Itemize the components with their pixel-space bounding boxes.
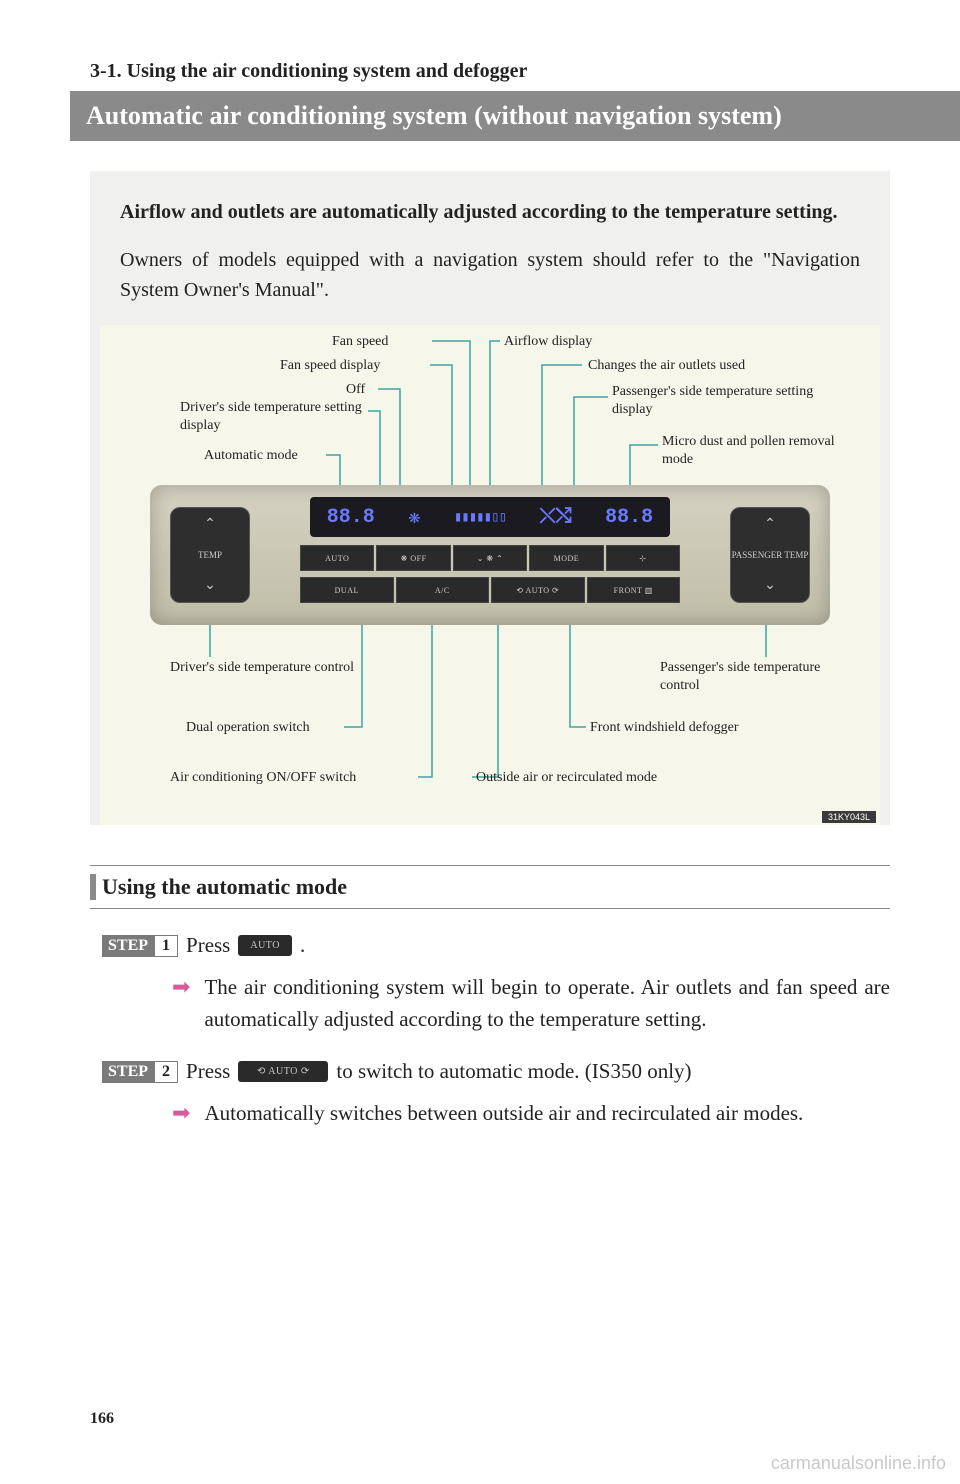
passenger-temp-control: ⌃ PASSENGER TEMP ⌄ — [730, 507, 810, 603]
callout-label: Micro dust and pollen removal mode — [662, 433, 842, 468]
arrow-icon: ➡ — [172, 972, 190, 1035]
callout-label: Fan speed — [332, 333, 432, 351]
inline-button-icon: AUTO — [238, 935, 292, 956]
button-row-top: AUTO❋ OFF⌄ ❋ ⌃MODE⊹ — [300, 545, 680, 571]
callout-label: Passenger's side temperature setting dis… — [612, 383, 832, 418]
callout-label: Outside air or recirculated mode — [476, 769, 726, 787]
steps-list: STEP1PressAUTO.➡The air conditioning sys… — [90, 933, 890, 1130]
page-number: 166 — [90, 1410, 114, 1428]
page-title: Automatic air conditioning system (witho… — [70, 91, 960, 141]
callout-label: Automatic mode — [204, 447, 344, 465]
callout-label: Passenger's side temperature control — [660, 659, 840, 694]
ac-diagram: 88.8 ❋ ▮▮▮▮▮▯▯ ⤬⤭ 88.8 ⌃ TEMP ⌄ ⌃ PASSEN… — [100, 325, 880, 825]
intro-note: Owners of models equipped with a navigat… — [120, 245, 860, 305]
panel-button: AUTO — [300, 545, 374, 571]
step-badge: STEP2 — [102, 1061, 178, 1083]
panel-button: ⌄ ❋ ⌃ — [453, 545, 527, 571]
step-prefix: Press — [186, 1059, 230, 1084]
panel-button: FRONT ▥ — [587, 577, 681, 603]
inline-button-icon: ⟲ AUTO ⟳ — [238, 1061, 328, 1082]
callout-label: Off — [346, 381, 386, 399]
lcd-airflow-icon: ⤬⤭ — [540, 505, 572, 529]
driver-temp-control: ⌃ TEMP ⌄ — [170, 507, 250, 603]
intro-bold: Airflow and outlets are automatically ad… — [120, 197, 860, 227]
step-line: STEP1 Press AUTO. — [102, 933, 890, 958]
arrow-icon: ➡ — [172, 1098, 190, 1130]
lcd-right-temp: 88.8 — [605, 506, 653, 529]
step-suffix: to switch to automatic mode. (IS350 only… — [336, 1059, 691, 1084]
section-label: 3-1. Using the air conditioning system a… — [90, 60, 890, 83]
callout-label: Fan speed display — [280, 357, 430, 375]
panel-button: DUAL — [300, 577, 394, 603]
callout-label: Airflow display — [504, 333, 634, 351]
callout-label: Air conditioning ON/OFF switch — [170, 769, 420, 787]
watermark: carmanualsonline.info — [771, 1453, 946, 1474]
callout-label: Front windshield defogger — [590, 719, 790, 737]
subheading: Using the automatic mode — [90, 865, 890, 909]
callout-label: Driver's side temperature control — [170, 659, 360, 677]
content-box: Airflow and outlets are automatically ad… — [90, 171, 890, 825]
panel-button: ⟲ AUTO ⟳ — [491, 577, 585, 603]
callout-label: Dual operation switch — [186, 719, 376, 737]
image-id-badge: 31KY043L — [822, 811, 876, 823]
chevron-down-icon: ⌄ — [764, 577, 776, 594]
callout-label: Changes the air outlets used — [588, 357, 808, 375]
ac-panel: 88.8 ❋ ▮▮▮▮▮▯▯ ⤬⤭ 88.8 ⌃ TEMP ⌄ ⌃ PASSEN… — [150, 485, 830, 625]
step-result-text: The air conditioning system will begin t… — [204, 972, 890, 1035]
button-row-bottom: DUALA/C⟲ AUTO ⟳FRONT ▥ — [300, 577, 680, 603]
temp-label-right: PASSENGER TEMP — [732, 550, 809, 560]
lcd-display: 88.8 ❋ ▮▮▮▮▮▯▯ ⤬⤭ 88.8 — [310, 497, 670, 537]
step-result-text: Automatically switches between outside a… — [204, 1098, 803, 1130]
chevron-down-icon: ⌄ — [204, 577, 216, 594]
panel-button: ⊹ — [606, 545, 680, 571]
panel-button: MODE — [529, 545, 603, 571]
step-result: ➡ Automatically switches between outside … — [172, 1098, 890, 1130]
step-suffix: . — [300, 933, 305, 958]
panel-button: A/C — [396, 577, 490, 603]
step-result: ➡The air conditioning system will begin … — [172, 972, 890, 1035]
chevron-up-icon: ⌃ — [764, 516, 776, 533]
step-badge: STEP1 — [102, 935, 178, 957]
callout-label: Driver's side temperature setting displa… — [180, 399, 370, 434]
step-line: STEP2 Press ⟲ AUTO ⟳ to switch to automati… — [102, 1059, 890, 1084]
lcd-bars: ▮▮▮▮▮▯▯ — [454, 509, 506, 526]
lcd-fan-icon: ❋ — [408, 504, 420, 530]
chevron-up-icon: ⌃ — [204, 516, 216, 533]
lcd-left-temp: 88.8 — [327, 506, 375, 529]
temp-label-left: TEMP — [198, 550, 222, 560]
step-prefix: Press — [186, 933, 230, 958]
panel-button: ❋ OFF — [376, 545, 450, 571]
